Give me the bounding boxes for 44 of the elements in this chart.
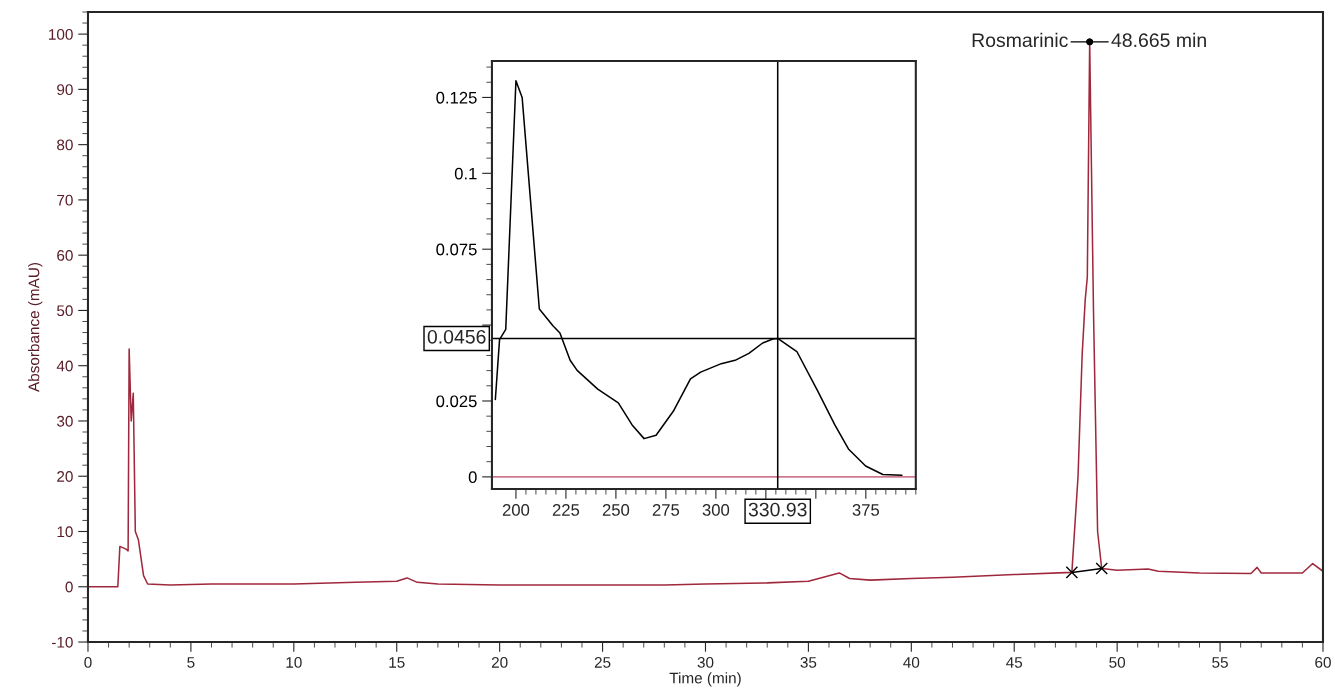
y-tick-label: 60 bbox=[57, 250, 73, 261]
x-tick-label: 35 bbox=[800, 657, 817, 668]
point bbox=[1065, 566, 1079, 579]
y-tick-label: 0.1 bbox=[454, 167, 477, 180]
x-tick-label: 10 bbox=[286, 657, 302, 668]
y-tick-label: 0.125 bbox=[436, 91, 477, 104]
x-axis-title: Time (min) bbox=[669, 672, 741, 687]
x-tick-label: 250 bbox=[602, 504, 630, 516]
y-tick-label: 50 bbox=[57, 305, 73, 317]
point bbox=[1095, 562, 1108, 575]
y-tick-label: 40 bbox=[56, 360, 73, 372]
y-tick-label: -10 bbox=[51, 636, 73, 648]
x-tick-label: 30 bbox=[697, 657, 714, 668]
ref-line-label: 0.0456 bbox=[427, 329, 486, 344]
y-tick-label: 0 bbox=[468, 471, 477, 484]
annotation: Rosmarinic bbox=[972, 32, 1068, 48]
y-tick-label: 100 bbox=[49, 28, 73, 40]
x-tick-label: 300 bbox=[702, 504, 730, 516]
y-tick-label: 20 bbox=[57, 471, 73, 482]
x-tick-label: 55 bbox=[1212, 657, 1228, 668]
y-tick-label: 10 bbox=[57, 526, 73, 538]
x-tick-label: 375 bbox=[852, 504, 880, 516]
x-tick-label: 15 bbox=[389, 657, 405, 668]
x-tick-label: 20 bbox=[491, 657, 508, 668]
x-tick-label: 50 bbox=[1109, 657, 1126, 668]
x-tick-label: 225 bbox=[552, 504, 580, 516]
x-tick-label: 5 bbox=[187, 657, 195, 668]
y-tick-label: 0 bbox=[65, 581, 73, 593]
y-axis-title: Absorbance (mAU) bbox=[28, 263, 43, 392]
x-tick-label: 45 bbox=[1006, 657, 1023, 668]
x-tick-label: 275 bbox=[652, 504, 680, 516]
x-tick-label: 60 bbox=[1315, 657, 1331, 668]
y-tick-label: 30 bbox=[56, 415, 73, 427]
x-tick-label: 0 bbox=[84, 657, 92, 668]
y-tick-label: 0.025 bbox=[436, 395, 477, 408]
ref-line-label: 330.93 bbox=[748, 502, 807, 517]
x-tick-label: 25 bbox=[594, 657, 611, 668]
y-tick-label: 80 bbox=[57, 139, 73, 151]
x-tick-label: 200 bbox=[502, 504, 530, 516]
y-tick-label: 90 bbox=[57, 84, 73, 96]
annotation: 48.665 min bbox=[1111, 32, 1206, 48]
y-tick-label: 70 bbox=[57, 194, 73, 206]
y-tick-label: 0.075 bbox=[436, 243, 477, 256]
x-tick-label: 40 bbox=[903, 657, 920, 668]
